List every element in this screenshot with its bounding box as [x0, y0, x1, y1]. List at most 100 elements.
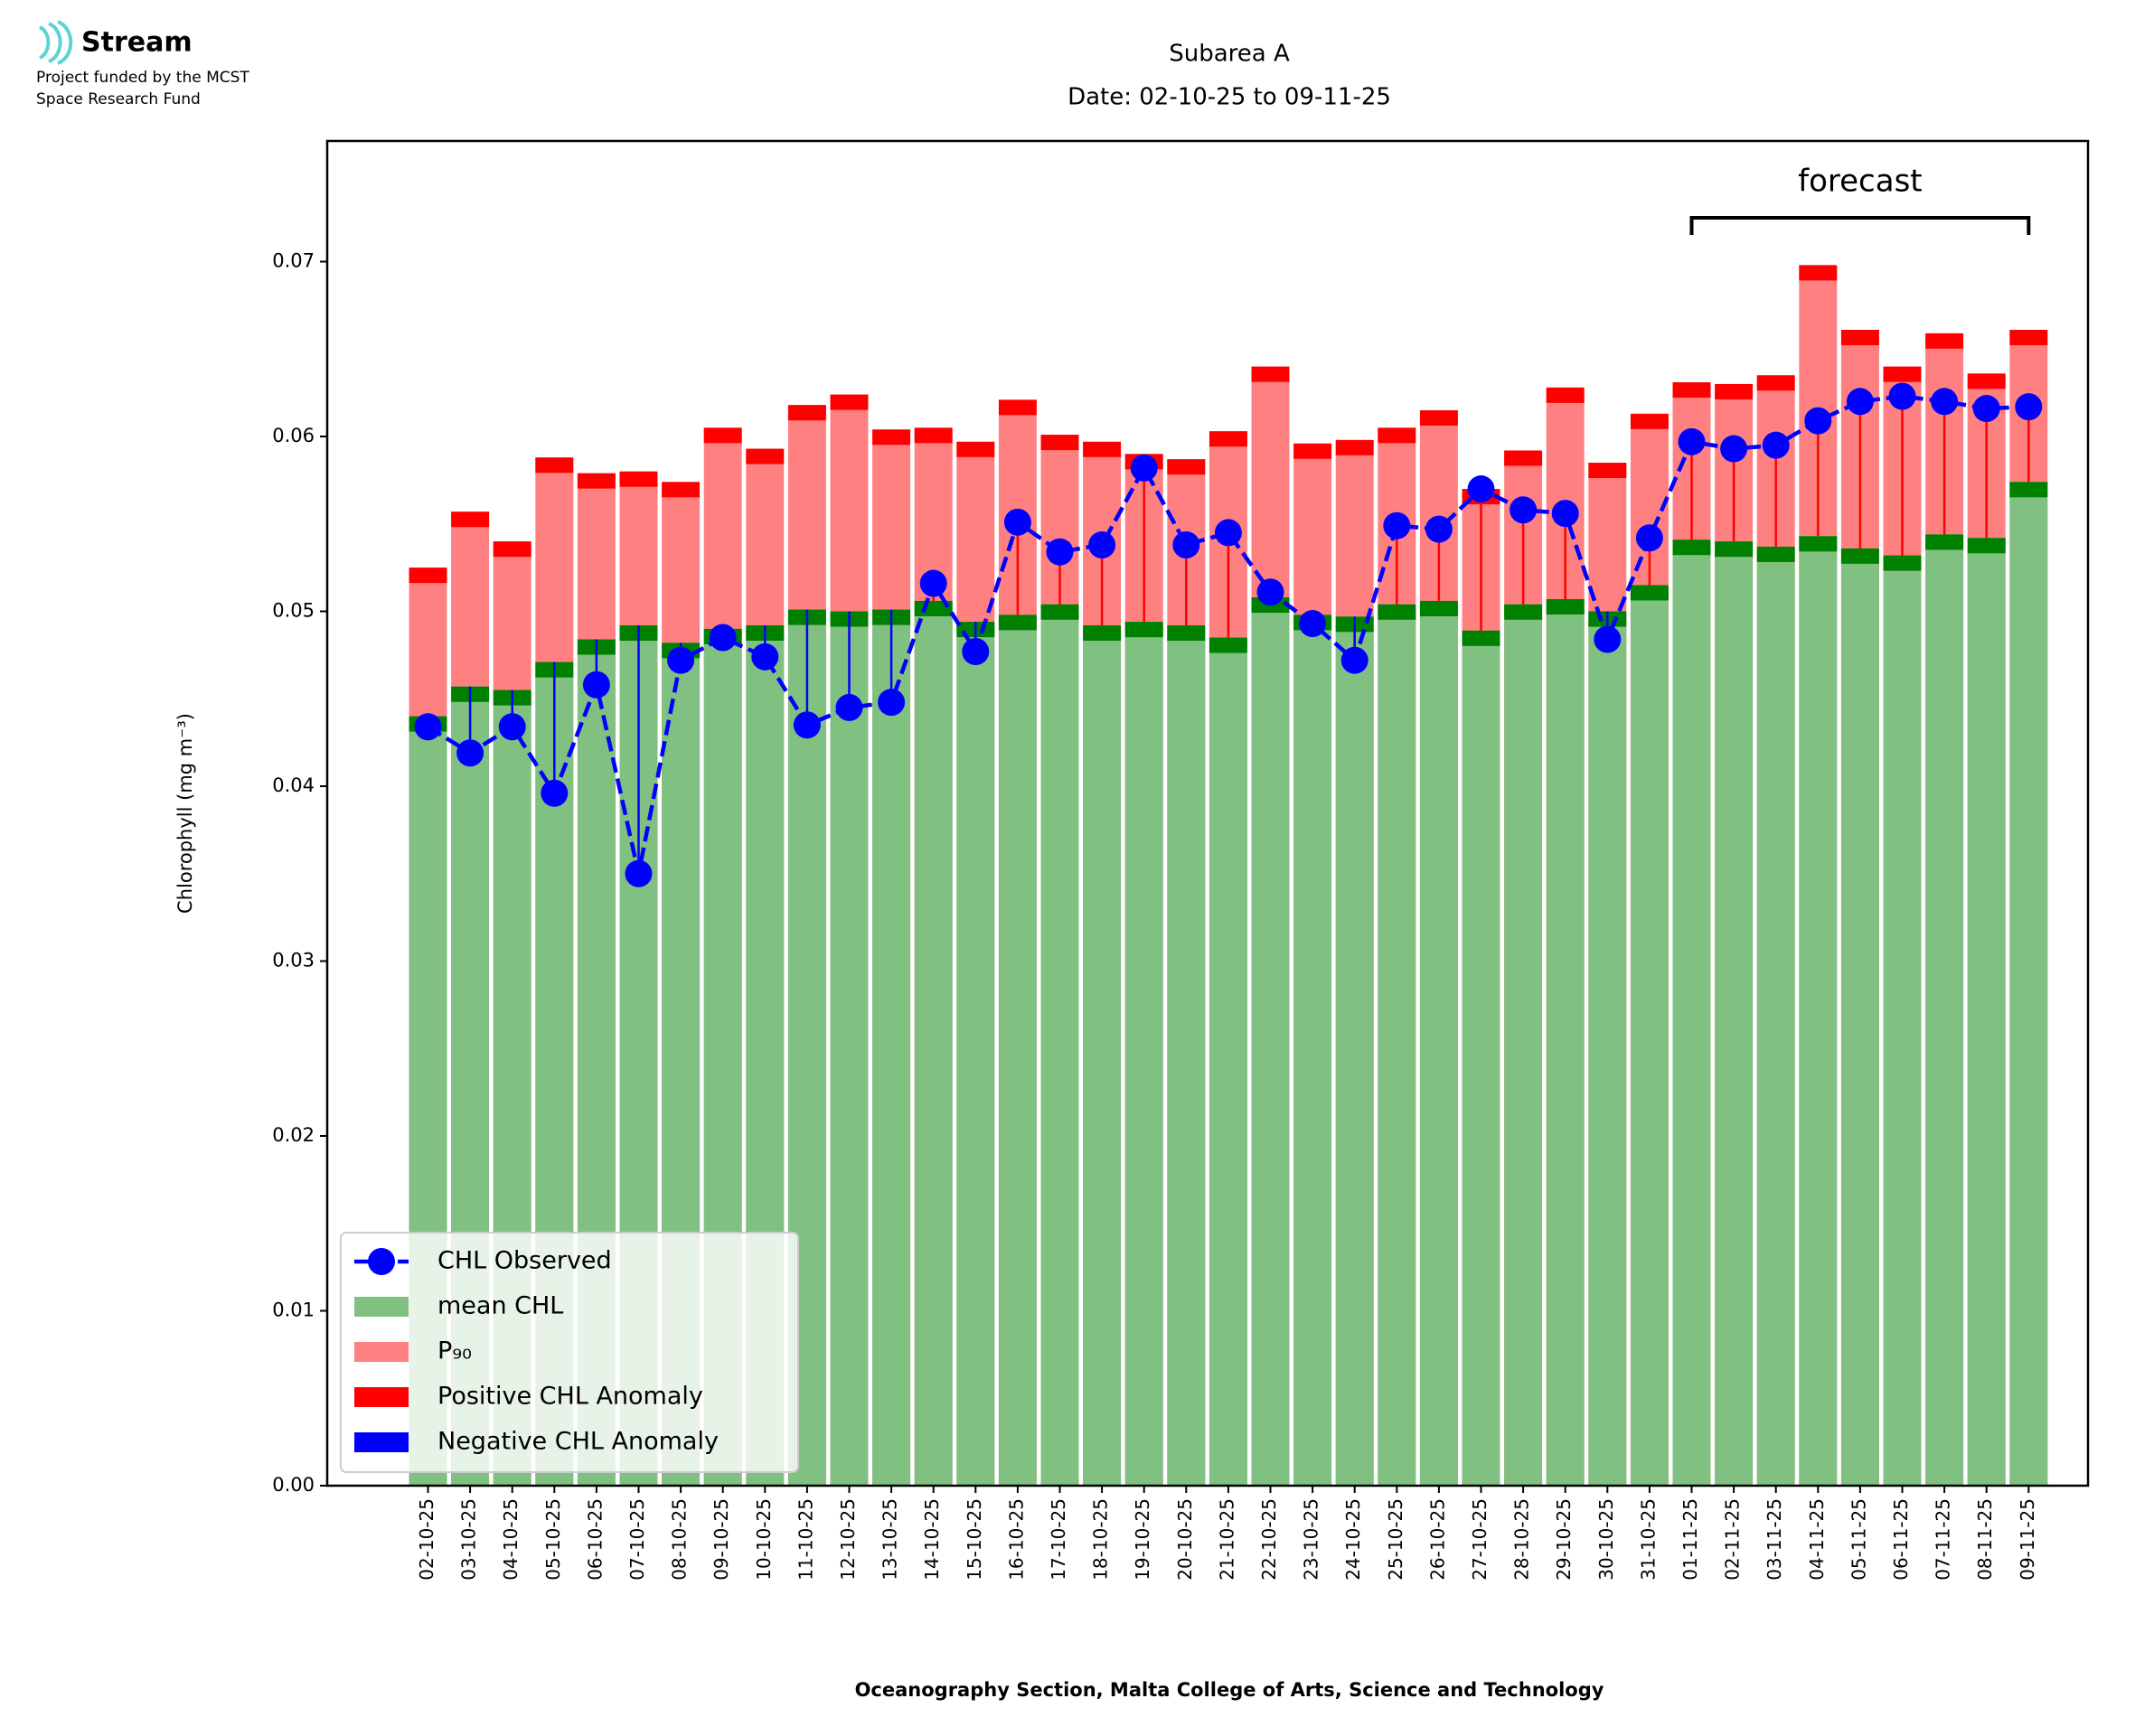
x-tick-label: 25-10-25: [1385, 1498, 1406, 1581]
p90-cap: [535, 457, 574, 474]
y-tick-label: 0.01: [272, 1300, 315, 1321]
x-tick-label: 08-10-25: [669, 1498, 691, 1581]
x-tick-label: 28-10-25: [1511, 1498, 1533, 1581]
p90-cap: [830, 394, 869, 410]
observed-point: [709, 624, 737, 652]
mean-cap: [1504, 604, 1543, 620]
y-tick-label: 0.02: [272, 1124, 315, 1146]
mean-bar: [956, 622, 995, 1486]
observed-point: [1299, 610, 1327, 638]
observed-point: [1003, 508, 1031, 536]
x-tick-label: 21-10-25: [1216, 1498, 1237, 1581]
observed-point: [1425, 515, 1453, 543]
mean-bar: [1630, 585, 1669, 1486]
p90-cap: [787, 405, 826, 421]
p90-cap: [1251, 366, 1290, 382]
mean-bar: [1546, 598, 1585, 1486]
mean-bar: [1124, 622, 1163, 1486]
observed-point: [1467, 475, 1495, 503]
p90-cap: [998, 399, 1037, 416]
mean-bar: [1588, 611, 1627, 1486]
x-tick-label: 13-10-25: [879, 1498, 901, 1581]
p90-cap: [1209, 431, 1247, 447]
p90-cap: [1083, 441, 1122, 457]
p90-cap: [2009, 329, 2048, 345]
legend-label: mean CHL: [437, 1292, 563, 1320]
x-tick-label: 15-10-25: [964, 1498, 985, 1581]
plot-frame: [325, 139, 2090, 1487]
p90-cap: [451, 511, 490, 528]
x-tick-label: 07-10-25: [626, 1498, 648, 1581]
p90-cap: [1799, 265, 1838, 281]
mean-cap: [1883, 555, 1922, 571]
observed-point: [582, 671, 610, 699]
mean-bar: [1378, 604, 1416, 1486]
p90-cap: [577, 473, 616, 489]
x-tick-label: 02-11-25: [1722, 1498, 1744, 1581]
mean-bar: [1209, 637, 1247, 1486]
x-tick-label: 08-11-25: [1974, 1498, 1996, 1581]
x-tick-label: 03-10-25: [458, 1498, 480, 1581]
mean-bar: [1083, 624, 1122, 1486]
mean-cap: [1840, 548, 1879, 564]
observed-point: [919, 569, 947, 597]
observed-line: [427, 394, 2029, 875]
observed-point: [1551, 500, 1579, 528]
x-tick-label: 09-11-25: [2017, 1498, 2038, 1581]
x-tick-label: 04-11-25: [1806, 1498, 1828, 1581]
observed-point: [1635, 524, 1663, 552]
x-tick-label: 18-10-25: [1090, 1498, 1112, 1581]
legend-box: [340, 1232, 799, 1473]
mean-bar: [830, 611, 869, 1486]
mean-bar: [1925, 534, 1964, 1486]
mean-cap: [2009, 482, 2048, 498]
x-tick-label: 07-11-25: [1933, 1498, 1954, 1581]
mean-bar: [1883, 555, 1922, 1487]
observed-point: [878, 689, 906, 717]
mean-cap: [1419, 600, 1458, 616]
mean-bar: [914, 600, 953, 1486]
x-tick-label: 27-10-25: [1469, 1498, 1491, 1581]
p90-cap: [872, 429, 911, 446]
p90-cap: [956, 441, 995, 457]
y-tick-label: 0.05: [272, 600, 315, 622]
observed-point: [1804, 407, 1832, 435]
p90-cap: [1335, 439, 1374, 455]
x-tick-label: 29-10-25: [1553, 1498, 1575, 1581]
x-tick-label: 30-10-25: [1595, 1498, 1617, 1581]
observed-point: [751, 643, 779, 671]
mean-bar: [872, 609, 911, 1486]
p90-cap: [1967, 373, 2006, 389]
p90-cap: [1546, 387, 1585, 403]
forecast-bracket: [1689, 216, 2031, 235]
legend-swatch: [354, 1342, 409, 1362]
logo-line: Space Research Fund: [36, 90, 201, 108]
mean-cap: [1799, 536, 1838, 552]
mean-cap: [1167, 624, 1206, 641]
p90-cap: [1630, 413, 1669, 429]
observed-point: [1088, 530, 1116, 558]
legend-swatch: [354, 1432, 409, 1452]
mean-bar: [1840, 548, 1879, 1486]
x-tick-label: 31-10-25: [1637, 1498, 1659, 1581]
observed-point: [1762, 431, 1790, 459]
observed-point: [1172, 530, 1200, 558]
observed-point: [541, 779, 569, 807]
p90-cap: [1715, 383, 1754, 399]
x-tick-label: 05-10-25: [542, 1498, 564, 1581]
p90-cap: [619, 471, 658, 487]
p90-cap: [1840, 329, 1879, 345]
p90-cap: [1040, 435, 1079, 451]
observed-point: [1510, 496, 1538, 524]
x-tick-label: 05-11-25: [1848, 1498, 1869, 1581]
logo-line: Project funded by the MCST: [36, 69, 249, 87]
mean-cap: [1462, 630, 1500, 646]
mean-cap: [1630, 585, 1669, 601]
mean-bar: [1293, 615, 1332, 1486]
x-tick-label: 12-10-25: [837, 1498, 859, 1581]
p90-cap: [1419, 409, 1458, 426]
observed-point: [1046, 538, 1074, 566]
observed-point: [1972, 395, 2000, 423]
p90-cap: [1883, 366, 1922, 382]
